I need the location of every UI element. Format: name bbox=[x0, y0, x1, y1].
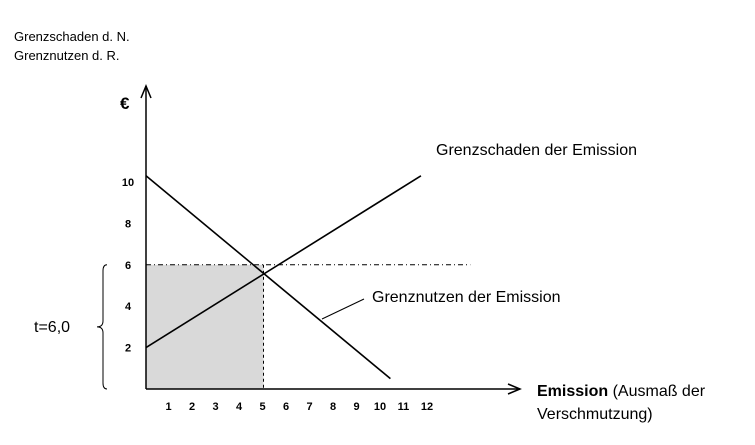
x-tick-label: 6 bbox=[283, 401, 289, 413]
x-axis-label-bold: Emission bbox=[537, 383, 609, 400]
x-tick-label: 8 bbox=[330, 401, 336, 413]
y-tick-label: 6 bbox=[125, 260, 131, 272]
series-group bbox=[145, 175, 422, 380]
tax-revenue-area bbox=[146, 264, 264, 389]
x-axis-label-line2: Verschmutzung) bbox=[537, 406, 653, 423]
tax-brace bbox=[96, 264, 108, 390]
tax-label: t=6,0 bbox=[34, 319, 71, 336]
x-tick-label: 10 bbox=[374, 401, 386, 413]
header-line-1: Grenzschaden d. N. bbox=[14, 29, 130, 44]
series-label-grenznutzen: Grenznutzen der Emission bbox=[372, 289, 561, 306]
x-tick-label: 1 bbox=[165, 401, 171, 413]
y-tick-label: 2 bbox=[125, 343, 131, 355]
x-axis-label-rest: (Ausmaß der bbox=[608, 383, 706, 400]
y-tick-labels: 2 4 6 8 10 bbox=[122, 177, 134, 355]
x-tick-label: 3 bbox=[212, 401, 218, 413]
x-tick-label: 7 bbox=[306, 401, 312, 413]
x-tick-label: 9 bbox=[353, 401, 359, 413]
y-tick-label: 8 bbox=[125, 218, 131, 230]
grenznutzen-leader-line bbox=[321, 298, 365, 320]
x-tick-label: 11 bbox=[398, 401, 410, 413]
y-axis-label: € bbox=[120, 94, 130, 113]
y-tick-label: 4 bbox=[125, 301, 132, 313]
header-line-2: Grenznutzen d. R. bbox=[14, 48, 120, 63]
series-line-grenzschaden bbox=[145, 175, 422, 349]
y-tick-label: 10 bbox=[122, 177, 134, 189]
series-label-grenzschaden: Grenzschaden der Emission bbox=[436, 142, 637, 159]
x-axis-label: Emission (Ausmaß der Verschmutzung) bbox=[537, 380, 705, 426]
x-tick-label: 5 bbox=[259, 401, 265, 413]
y-axis-arrow-icon bbox=[140, 84, 152, 99]
x-axis-arrow-icon bbox=[507, 383, 522, 395]
x-tick-label: 4 bbox=[236, 401, 243, 413]
series-line-grenznutzen bbox=[145, 175, 391, 380]
x-tick-label: 2 bbox=[189, 401, 195, 413]
x-tick-label: 12 bbox=[421, 401, 433, 413]
x-tick-labels: 1 2 3 4 5 6 7 8 9 10 11 12 bbox=[165, 401, 433, 413]
